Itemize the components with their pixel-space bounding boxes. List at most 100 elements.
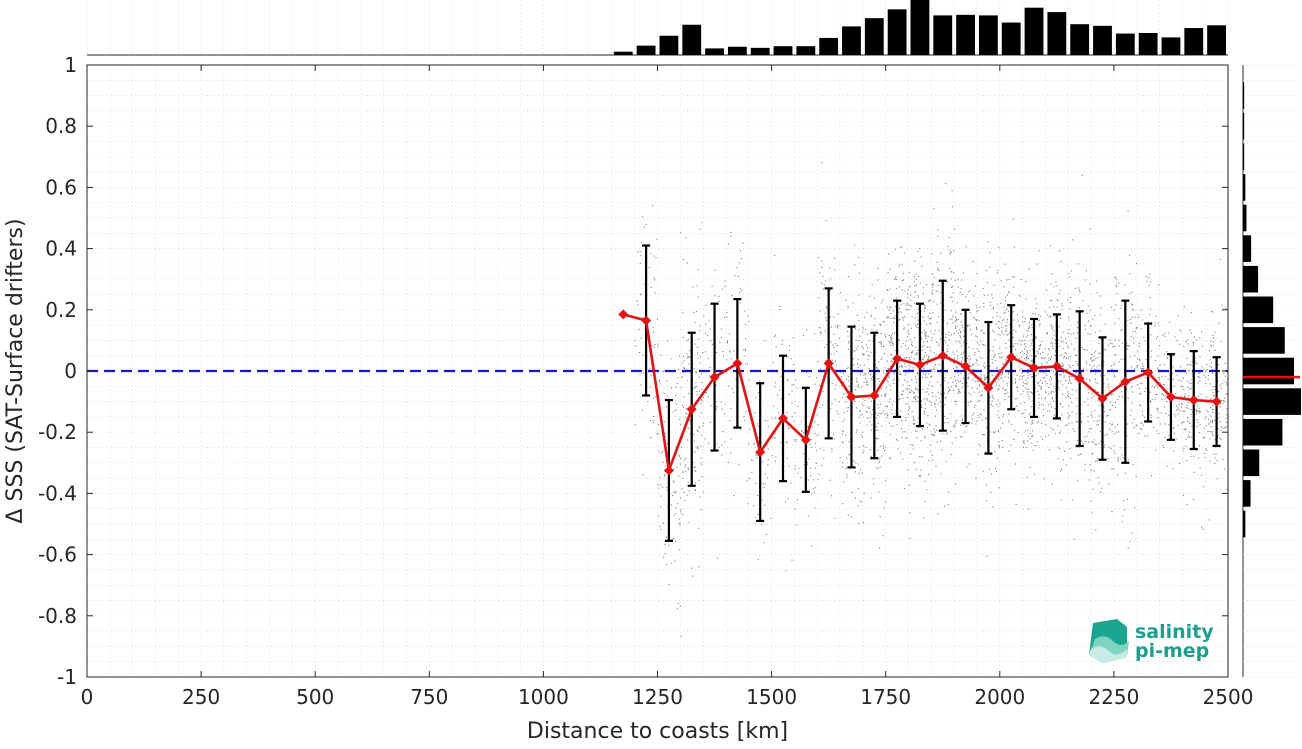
scatter-point [1223,468,1225,470]
scatter-point [1187,380,1189,382]
scatter-point [1003,312,1005,314]
scatter-point [774,437,776,439]
x-tick-label: 1500 [746,685,797,709]
scatter-point [891,341,893,343]
scatter-point [1117,457,1119,459]
scatter-point [1022,311,1024,313]
scatter-point [875,426,877,428]
scatter-point [927,363,929,365]
scatter-point [1044,397,1046,399]
scatter-point [663,392,665,394]
scatter-point [1081,346,1083,348]
scatter-point [933,276,935,278]
scatter-point [653,277,655,279]
scatter-point [745,338,747,340]
scatter-point [1157,377,1159,379]
scatter-point [825,317,827,319]
scatter-point [1060,374,1062,376]
scatter-point [1076,405,1078,407]
binned-mean-marker [823,358,834,369]
scatter-point [1115,304,1117,306]
scatter-point [756,457,758,459]
scatter-point [920,323,922,325]
scatter-point [1222,402,1224,404]
scatter-point [1088,479,1090,481]
scatter-point [1041,364,1043,366]
scatter-point [656,238,658,240]
scatter-point [1129,414,1131,416]
scatter-point [771,418,773,420]
scatter-point [1027,334,1029,336]
scatter-point [996,381,998,383]
scatter-point [1037,390,1039,392]
scatter-point [1084,401,1086,403]
scatter-point [1068,405,1070,407]
scatter-point [832,419,834,421]
scatter-point [951,286,953,288]
scatter-point [1214,388,1216,390]
scatter-point [724,286,726,288]
scatter-point [993,431,995,433]
scatter-point [998,444,1000,446]
scatter-point [685,457,687,459]
scatter-point [1025,345,1027,347]
scatter-point [980,414,982,416]
scatter-point [1014,378,1016,380]
scatter-point [1040,353,1042,355]
scatter-point [1012,353,1014,355]
scatter-point [928,355,930,357]
scatter-point [1086,312,1088,314]
scatter-point [1108,483,1110,485]
scatter-point [1111,424,1113,426]
scatter-point [998,379,1000,381]
scatter-point [808,376,810,378]
scatter-point [1193,455,1195,457]
scatter-point [947,245,949,247]
scatter-point [1095,350,1097,352]
scatter-point [1076,397,1078,399]
scatter-point [1183,447,1185,449]
scatter-point [1006,294,1008,296]
scatter-point [1005,347,1007,349]
scatter-point [1147,435,1149,437]
scatter-point [861,341,863,343]
scatter-point [982,434,984,436]
scatter-point [861,431,863,433]
scatter-point [1184,393,1186,395]
scatter-point [926,422,928,424]
scatter-point [910,444,912,446]
scatter-point [1019,375,1021,377]
scatter-point [868,398,870,400]
scatter-point [1118,318,1120,320]
scatter-point [1070,297,1072,299]
scatter-point [915,278,917,280]
scatter-point [818,327,820,329]
scatter-point [906,302,908,304]
scatter-point [1042,409,1044,411]
scatter-point [736,267,738,269]
scatter-point [979,445,981,447]
scatter-point [902,317,904,319]
scatter-point [931,291,933,293]
scatter-point [1052,370,1054,372]
scatter-point [1104,434,1106,436]
scatter-point [832,433,834,435]
scatter-point [946,281,948,283]
scatter-point [1206,368,1208,370]
scatter-point [672,480,674,482]
scatter-point [1040,388,1042,390]
scatter-point [864,372,866,374]
scatter-point [1114,339,1116,341]
scatter-point [937,513,939,515]
scatter-point [868,406,870,408]
scatter-point [912,423,914,425]
scatter-point [1016,398,1018,400]
scatter-point [857,522,859,524]
scatter-point [1077,365,1079,367]
scatter-point [1115,406,1117,408]
y-axis-label: Δ SSS (SAT-Surface drifters) [3,218,28,523]
scatter-point [1135,475,1137,477]
scatter-point [934,403,936,405]
scatter-point [1142,368,1144,370]
scatter-point [1149,308,1151,310]
